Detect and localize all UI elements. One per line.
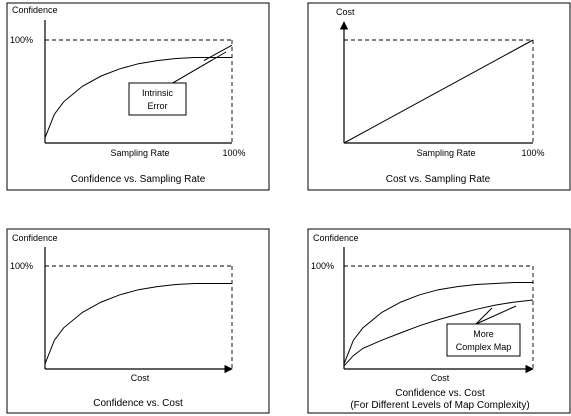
y-axis-label: Confidence — [12, 5, 58, 15]
series-simple-map-curve — [343, 282, 533, 365]
annotation-pointer — [170, 51, 227, 85]
series-complex-map-curve — [343, 299, 534, 367]
panel-frame — [6, 228, 270, 414]
panel-confidence-vs-cost-map-complexity: Confidence 100% More Complex Map Cost Co… — [307, 228, 571, 414]
annotation-line-2: Error — [148, 101, 168, 111]
y-axis-label: Confidence — [313, 233, 359, 243]
chart-title: Confidence vs. Cost — [93, 398, 183, 409]
y-axis-label: Confidence — [12, 233, 58, 243]
series-cost-line — [343, 39, 534, 144]
annotation-line-1: Intrinsic — [142, 88, 174, 98]
y-max-label: 100% — [10, 261, 33, 271]
chart-title: Confidence vs. Cost — [395, 388, 485, 399]
chart-title: Cost vs. Sampling Rate — [386, 174, 491, 185]
series-confidence-curve — [44, 57, 232, 138]
panel-cost-vs-sampling-rate: Cost Sampling Rate 100% Cost vs. Samplin… — [307, 2, 571, 191]
annotation-line-1: More — [473, 329, 494, 339]
x-axis-label: Sampling Rate — [110, 148, 169, 158]
panel-frame — [6, 2, 270, 191]
chart-title: Confidence vs. Sampling Rate — [71, 174, 206, 185]
x-axis-label: Cost — [131, 373, 150, 383]
series-confidence-curve — [44, 283, 232, 365]
annotation-box — [446, 323, 521, 357]
panel-confidence-vs-sampling-rate: Confidence 100% Intrinsic Error Sampling… — [6, 2, 270, 191]
x-axis-label: Sampling Rate — [416, 148, 475, 158]
panel-confidence-vs-cost: Confidence 100% Cost Confidence vs. Cost — [6, 228, 270, 414]
chart-subtitle: (For Different Levels of Map Complexity) — [350, 400, 529, 411]
y-max-label: 100% — [10, 35, 33, 45]
x-max-label: 100% — [222, 148, 245, 158]
y-axis-label: Cost — [336, 7, 355, 17]
y-max-label: 100% — [311, 261, 334, 271]
annotation-box — [128, 82, 187, 116]
annotation-pointer — [475, 307, 493, 325]
panel-frame — [307, 228, 571, 414]
series-rising-line — [203, 44, 233, 62]
annotation-line-2: Complex Map — [456, 342, 512, 352]
panel-frame — [307, 2, 571, 191]
annotation-pointer — [475, 305, 517, 325]
x-max-label: 100% — [521, 148, 544, 158]
x-axis-label: Cost — [431, 373, 450, 383]
